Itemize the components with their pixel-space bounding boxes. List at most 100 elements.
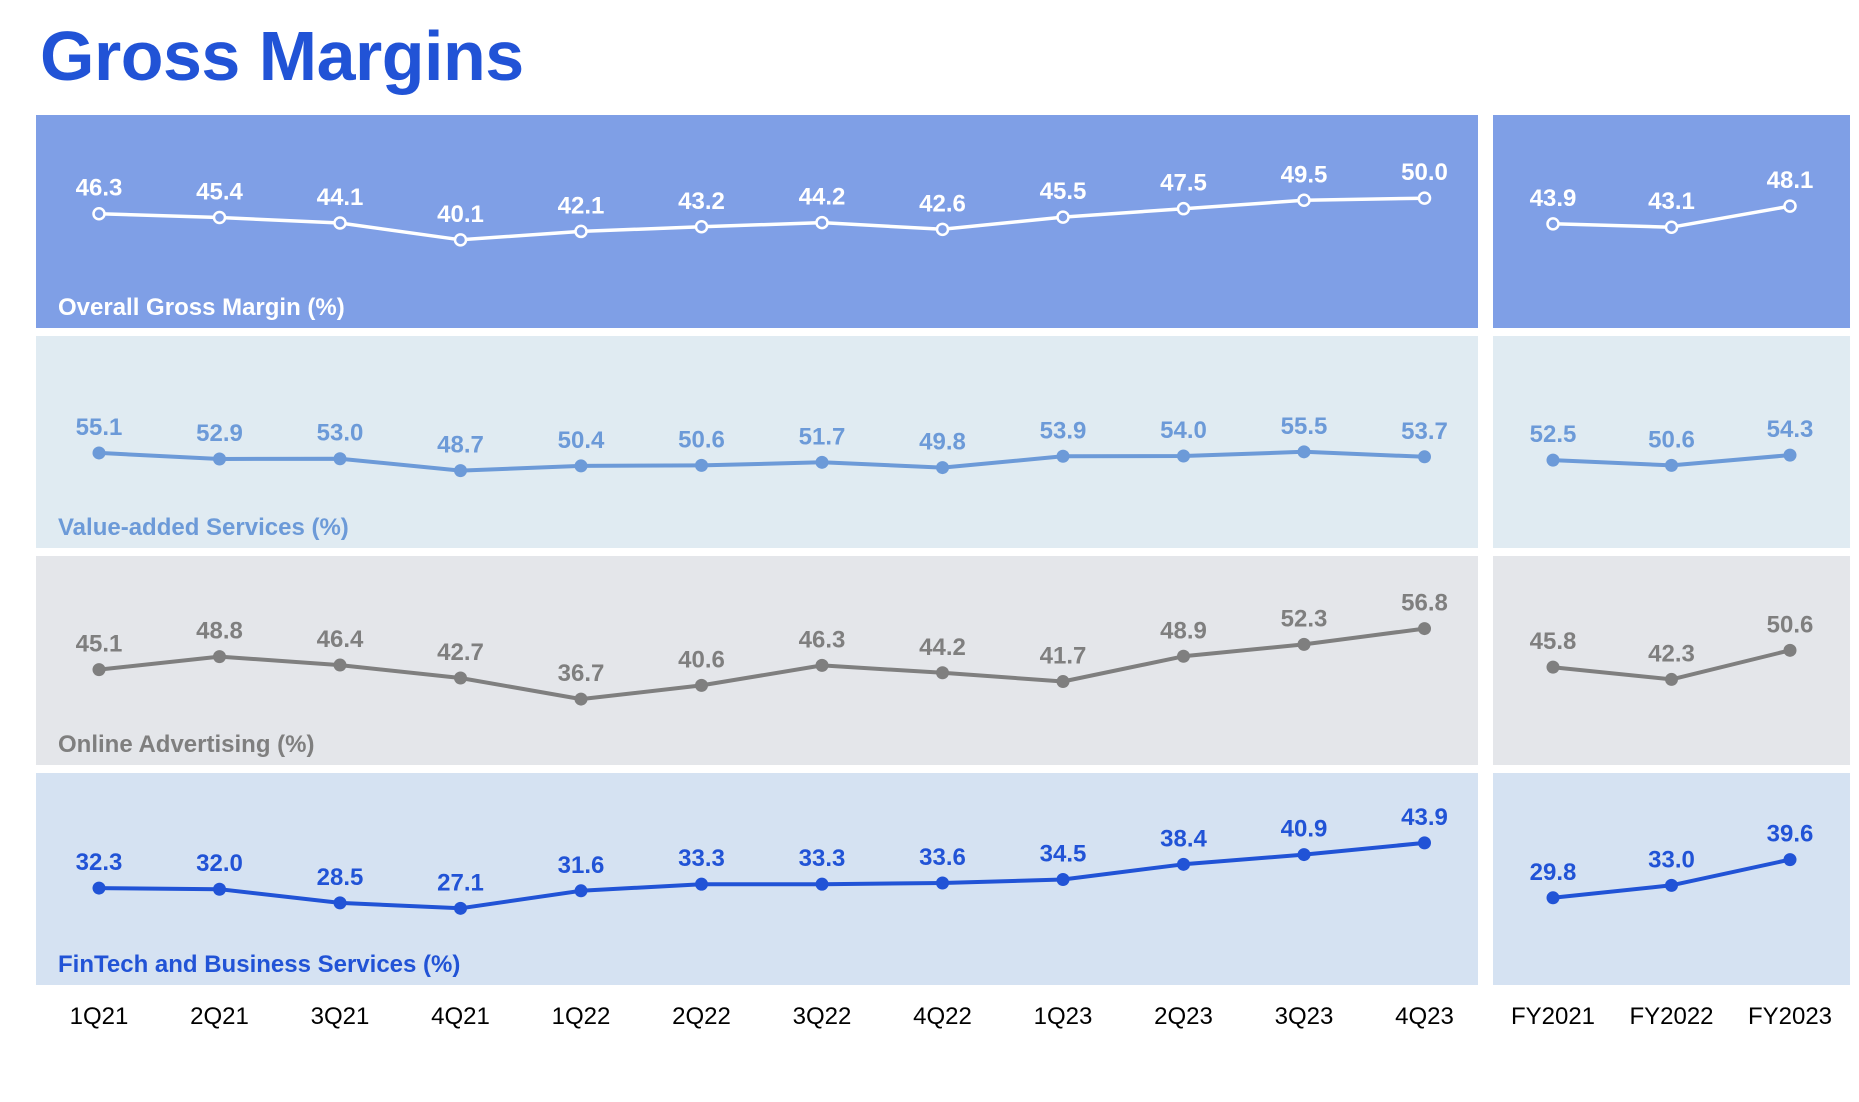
data-label-overall-quarterly: 47.5 [1160, 170, 1207, 197]
data-label-vas-quarterly: 53.7 [1401, 418, 1448, 445]
data-point-overall-quarterly [574, 224, 588, 239]
series-name-fintech: FinTech and Business Services (%) [58, 951, 460, 978]
data-label-fintech-quarterly: 32.3 [76, 849, 123, 876]
panel-vas-quarterly-bg [36, 336, 1478, 548]
series-line-ads-quarterly [98, 626, 1425, 702]
data-label-ads-quarterly: 41.7 [1040, 643, 1087, 670]
x-tick-label: 3Q22 [793, 1003, 852, 1030]
x-tick-label: 4Q22 [913, 1003, 972, 1030]
data-point-fintech-quarterly [1056, 873, 1070, 887]
data-label-vas-annual: 54.3 [1767, 416, 1814, 443]
x-tick-label: 2Q22 [672, 1003, 731, 1030]
data-point-overall-quarterly [1297, 193, 1311, 208]
data-label-overall-quarterly: 45.5 [1040, 178, 1087, 205]
data-point-vas-quarterly [695, 458, 708, 472]
page-title: Gross Margins [40, 17, 524, 95]
data-point-ads-quarterly [1177, 649, 1190, 663]
data-point-vas-quarterly [333, 452, 347, 466]
data-point-overall-quarterly [333, 216, 347, 230]
data-label-vas-quarterly: 54.0 [1160, 417, 1207, 444]
data-label-fintech-quarterly: 33.6 [919, 844, 966, 871]
data-point-ads-quarterly [695, 678, 708, 692]
data-point-fintech-quarterly [1297, 848, 1311, 862]
data-label-fintech-quarterly: 38.4 [1160, 825, 1207, 852]
data-point-vas-quarterly [574, 459, 588, 473]
data-point-fintech-annual [1546, 891, 1560, 905]
data-point-ads-annual [1546, 660, 1560, 674]
data-point-vas-annual [1665, 458, 1678, 472]
panel-fintech: 32.3 32.0 28.5 27.1 31.6 33.3 33.3 33.6 34.5 38.4… [36, 773, 1850, 985]
data-point-overall-annual [1783, 199, 1797, 213]
data-label-vas-annual: 52.5 [1530, 421, 1577, 448]
data-label-overall-quarterly: 42.6 [919, 190, 966, 217]
data-label-fintech-annual: 39.6 [1767, 821, 1814, 848]
x-tick-label: 1Q23 [1034, 1003, 1093, 1030]
data-label-vas-quarterly: 55.5 [1281, 413, 1328, 440]
data-label-ads-quarterly: 46.3 [799, 626, 846, 653]
data-point-overall-annual [1546, 217, 1560, 231]
data-point-ads-quarterly [1297, 637, 1311, 651]
data-point-fintech-quarterly [695, 877, 708, 891]
data-point-fintech-quarterly [936, 876, 949, 890]
data-label-fintech-quarterly: 40.9 [1281, 816, 1328, 843]
series-name-overall: Overall Gross Margin (%) [58, 294, 345, 321]
data-point-ads-quarterly [1418, 622, 1431, 636]
data-point-overall-quarterly [453, 233, 468, 247]
data-point-fintech-quarterly [333, 896, 347, 910]
data-point-ads-quarterly [454, 671, 467, 685]
data-point-fintech-quarterly [92, 881, 106, 895]
data-point-vas-quarterly [1177, 449, 1190, 463]
data-label-overall-quarterly: 46.3 [76, 175, 123, 202]
x-tick-label: 3Q23 [1275, 1003, 1334, 1030]
data-point-vas-quarterly [1056, 449, 1070, 463]
data-label-vas-quarterly: 53.0 [317, 420, 364, 447]
data-point-vas-quarterly [92, 446, 106, 460]
data-label-ads-quarterly: 56.8 [1401, 590, 1448, 617]
data-label-vas-quarterly: 51.7 [799, 423, 846, 450]
data-point-overall-quarterly [1056, 210, 1070, 224]
data-label-fintech-quarterly: 28.5 [317, 864, 364, 891]
data-label-fintech-quarterly: 43.9 [1401, 804, 1448, 831]
x-tick-label: FY2023 [1748, 1003, 1832, 1030]
data-point-overall-quarterly [1176, 201, 1191, 216]
data-label-fintech-quarterly: 34.5 [1040, 841, 1087, 868]
data-label-ads-annual: 45.8 [1530, 628, 1577, 655]
x-tick-label: 2Q21 [190, 1003, 249, 1030]
data-label-overall-quarterly: 42.1 [558, 192, 605, 219]
data-point-fintech-quarterly [213, 882, 226, 896]
data-point-vas-annual [1546, 453, 1560, 467]
data-label-vas-annual: 50.6 [1648, 426, 1695, 453]
panel-fintech-quarterly-bg [36, 773, 1478, 985]
data-label-fintech-quarterly: 27.1 [437, 869, 484, 896]
data-point-overall-quarterly [212, 210, 227, 225]
data-point-ads-quarterly [936, 666, 949, 680]
data-label-vas-quarterly: 50.6 [678, 426, 725, 453]
data-label-ads-quarterly: 36.7 [558, 660, 605, 687]
data-label-ads-annual: 50.6 [1767, 611, 1814, 638]
data-label-fintech-annual: 33.0 [1648, 846, 1695, 873]
data-point-ads-quarterly [1056, 675, 1070, 689]
panel-ads-annual-bg [1493, 556, 1850, 765]
data-label-overall-quarterly: 40.1 [437, 201, 484, 228]
x-axis: 1Q21 2Q21 3Q21 4Q21 1Q22 2Q22 3Q22 4Q22 1Q23 2Q23… [70, 1003, 1832, 1030]
data-point-overall-quarterly [935, 222, 950, 237]
data-label-ads-quarterly: 40.6 [678, 646, 725, 673]
data-point-overall-quarterly [1417, 191, 1432, 205]
data-point-overall-annual [1664, 220, 1679, 234]
data-label-ads-annual: 42.3 [1648, 640, 1695, 667]
data-label-overall-annual: 43.1 [1648, 188, 1695, 215]
data-label-ads-quarterly: 48.8 [196, 618, 243, 645]
data-point-vas-quarterly [815, 455, 829, 469]
x-tick-label: 2Q23 [1154, 1003, 1213, 1030]
data-label-overall-quarterly: 50.0 [1401, 159, 1448, 186]
data-label-overall-annual: 48.1 [1767, 167, 1814, 194]
data-point-ads-quarterly [213, 650, 226, 664]
data-point-fintech-quarterly [1418, 836, 1431, 850]
x-tick-label: 1Q22 [552, 1003, 611, 1030]
data-label-fintech-quarterly: 33.3 [799, 845, 846, 872]
panel-ads: 45.1 48.8 46.4 42.7 36.7 40.6 46.3 44.2 41.7 48.9… [36, 556, 1850, 765]
data-label-fintech-annual: 29.8 [1530, 859, 1577, 886]
x-tick-label: 1Q21 [70, 1003, 129, 1030]
data-label-overall-quarterly: 43.2 [678, 188, 725, 215]
